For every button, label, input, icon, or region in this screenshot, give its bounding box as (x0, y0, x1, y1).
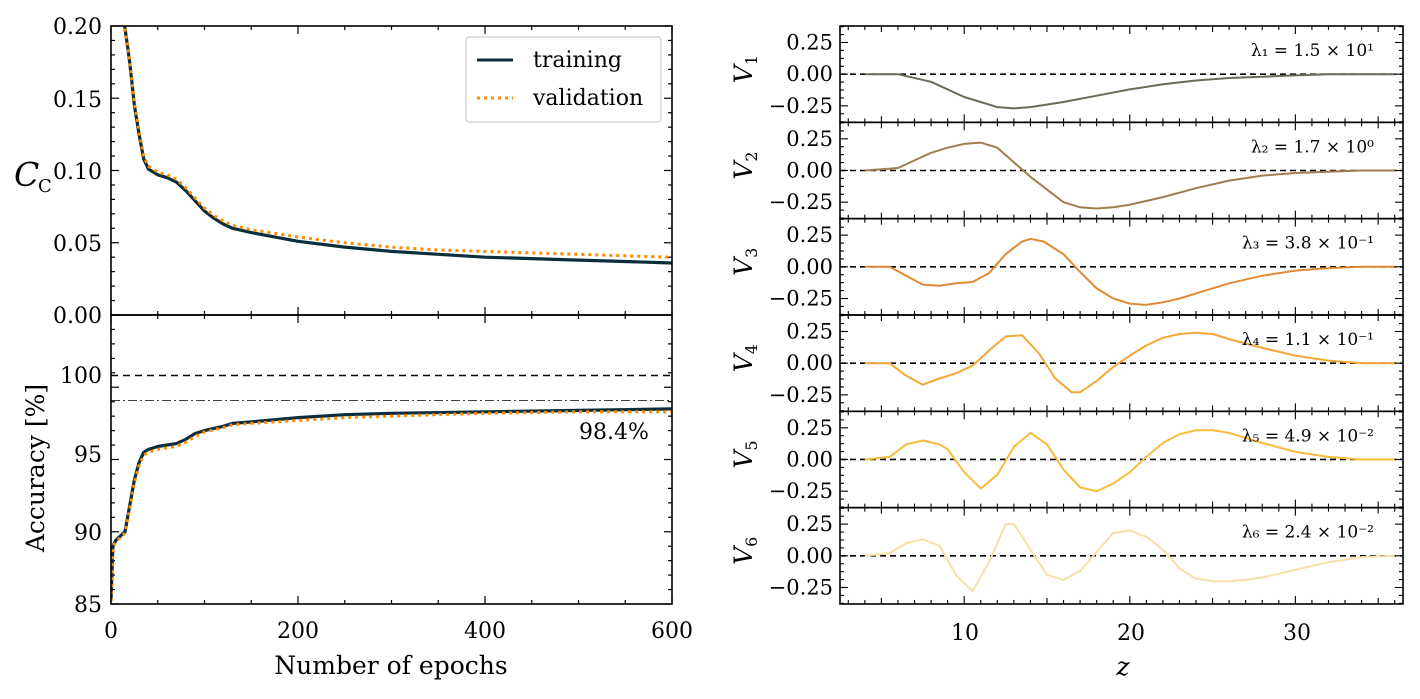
acc-ytick-3: 100 (60, 364, 102, 389)
legend: training validation (465, 36, 662, 123)
eig-ytick-label: 0.25 (786, 416, 833, 440)
loss-series-validation (123, 26, 672, 259)
eig-ytick-label: 0.25 (786, 512, 833, 536)
eig-ylabel-V6: V (729, 544, 758, 565)
eig-panel-V1: 0.25 0.00 −0.25 V1 λ₁ = 1.5 × 10¹ (729, 25, 1404, 124)
legend-training-label: training (533, 48, 622, 73)
eig-panel-V6: 0.25 0.00 −0.25 V6 λ₆ = 2.4 × 10⁻² (729, 506, 1404, 605)
loss-ylabel: C (14, 155, 39, 194)
eig-curve-V3 (864, 237, 1395, 306)
final-accuracy-annotation: 98.4% (579, 420, 649, 445)
accuracy-panel-frame (110, 314, 673, 605)
eig-ytick-label: 0.00 (786, 158, 833, 182)
eig-ytick-label: −0.25 (769, 479, 833, 503)
loss-panel-lines (123, 26, 672, 265)
acc-ytick-2: 95 (74, 443, 102, 468)
eig-xaxis: 10 20 30 z (951, 621, 1311, 681)
eig-lambda-V4: λ₄ = 1.1 × 10⁻¹ (1242, 330, 1374, 350)
loss-panel: 0.00 0.05 0.10 0.15 0.20 C C training va… (14, 15, 673, 329)
legend-validation-label: validation (532, 86, 643, 111)
eig-ylabel-sub-V6: 6 (742, 537, 761, 547)
loss-ytick-3: 0.15 (53, 88, 102, 113)
eig-ylabel-V3: V (729, 255, 758, 276)
accuracy-panel-lines (111, 407, 672, 602)
eig-ytick-label: 0.00 (786, 62, 833, 86)
eig-lambda-V3: λ₃ = 3.8 × 10⁻¹ (1242, 234, 1374, 254)
eig-panel-V2: 0.25 0.00 −0.25 V2 λ₂ = 1.7 × 10⁰ (729, 121, 1404, 220)
eig-lambda-V6: λ₆ = 2.4 × 10⁻² (1242, 523, 1374, 543)
acc-xlabel: Number of epochs (274, 651, 507, 680)
eig-ylabel-sub-V4: 4 (742, 344, 761, 354)
eig-ylabel-sub-V2: 2 (742, 151, 761, 161)
eig-xlabel: z (1115, 652, 1130, 681)
accuracy-panel-ticks (110, 314, 673, 605)
legend-box (465, 36, 662, 123)
eig-ylabel-V4: V (729, 351, 758, 372)
acc-series-validation (111, 410, 672, 602)
acc-series-training (111, 407, 672, 602)
eig-ytick-label: −0.25 (769, 94, 833, 118)
eig-ylabel-V5: V (729, 448, 758, 469)
acc-xtick-0: 0 (104, 619, 118, 644)
eig-xtick-20: 20 (1117, 621, 1145, 646)
eig-ylabel-V2: V (729, 159, 758, 180)
eig-curve-V5 (864, 429, 1395, 493)
eig-curve-V4 (864, 331, 1395, 394)
acc-xtick-3: 600 (651, 619, 693, 644)
acc-ytick-0: 85 (74, 593, 102, 618)
accuracy-panel: 98.4% 85 90 95 100 0 200 400 600 Number … (21, 314, 693, 680)
eig-ytick-label: 0.25 (786, 223, 833, 247)
eig-ytick-label: −0.25 (769, 383, 833, 407)
loss-ytick-4: 0.20 (53, 15, 102, 40)
loss-ytick-0: 0.00 (53, 304, 102, 329)
eig-lambda-V2: λ₂ = 1.7 × 10⁰ (1251, 137, 1374, 157)
eig-ytick-label: 0.25 (786, 30, 833, 54)
eig-ylabel-V1: V (729, 62, 758, 83)
eig-ylabel-sub-V5: 5 (742, 440, 761, 450)
eig-ytick-label: 0.00 (786, 447, 833, 471)
loss-ytick-1: 0.05 (53, 232, 102, 257)
eig-ytick-label: 0.00 (786, 351, 833, 375)
loss-ylabel-subscript: C (38, 176, 52, 197)
eig-lambda-V5: λ₅ = 4.9 × 10⁻² (1242, 426, 1374, 446)
eig-ylabel-sub-V1: 1 (742, 55, 761, 65)
acc-xtick-2: 400 (464, 619, 506, 644)
eig-panel-frame (839, 506, 1404, 605)
eig-ytick-label: 0.25 (786, 319, 833, 343)
eig-ytick-label: 0.00 (786, 544, 833, 568)
eig-curve-V2 (864, 141, 1395, 210)
eig-ytick-label: −0.25 (769, 190, 833, 214)
eig-panel-V5: 0.25 0.00 −0.25 V5 λ₅ = 4.9 × 10⁻² (729, 410, 1404, 509)
eig-ytick-label: −0.25 (769, 287, 833, 311)
eig-ytick-label: 0.25 (786, 127, 833, 151)
eig-ytick-label: 0.00 (786, 255, 833, 279)
eig-ytick-label: −0.25 (769, 576, 833, 600)
acc-ylabel: Accuracy [%] (21, 384, 50, 553)
eig-lambda-V1: λ₁ = 1.5 × 10¹ (1251, 41, 1374, 61)
eig-panel-V3: 0.25 0.00 −0.25 V3 λ₃ = 3.8 × 10⁻¹ (729, 217, 1404, 316)
eig-curve-V1 (864, 73, 1395, 110)
eig-ylabel-sub-V3: 3 (742, 248, 761, 258)
loss-series-training (123, 26, 672, 265)
loss-ytick-2: 0.10 (53, 160, 102, 185)
acc-ytick-1: 90 (74, 521, 102, 546)
acc-xtick-1: 200 (277, 619, 319, 644)
eig-panel-V4: 0.25 0.00 −0.25 V4 λ₄ = 1.1 × 10⁻¹ (729, 314, 1404, 413)
eig-curve-V6 (864, 523, 1395, 593)
eig-xtick-10: 10 (951, 621, 979, 646)
eig-xtick-30: 30 (1283, 621, 1311, 646)
